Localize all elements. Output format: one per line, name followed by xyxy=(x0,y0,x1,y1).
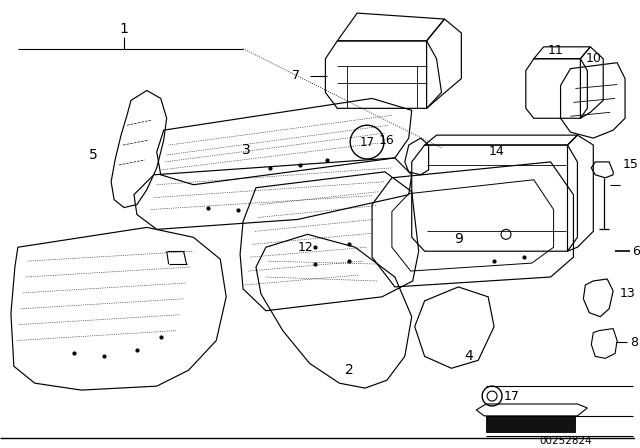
Text: 4: 4 xyxy=(464,349,473,363)
Text: 1: 1 xyxy=(120,22,129,36)
Text: 10: 10 xyxy=(586,52,601,65)
Text: 7: 7 xyxy=(292,69,300,82)
Text: 00252824: 00252824 xyxy=(539,436,592,446)
Text: 14: 14 xyxy=(488,146,504,159)
Polygon shape xyxy=(486,416,575,432)
Text: 12: 12 xyxy=(298,241,314,254)
Text: 17: 17 xyxy=(360,136,374,149)
Text: 9: 9 xyxy=(454,233,463,246)
Text: 15: 15 xyxy=(623,159,639,172)
Text: 13: 13 xyxy=(620,287,636,300)
Text: 3: 3 xyxy=(242,143,250,157)
Text: 5: 5 xyxy=(89,148,98,162)
Text: 6: 6 xyxy=(632,245,640,258)
Text: 2: 2 xyxy=(345,363,354,377)
Text: 8: 8 xyxy=(630,336,638,349)
Text: 16: 16 xyxy=(379,134,395,146)
Text: 17: 17 xyxy=(504,390,520,403)
Text: 11: 11 xyxy=(548,44,563,57)
